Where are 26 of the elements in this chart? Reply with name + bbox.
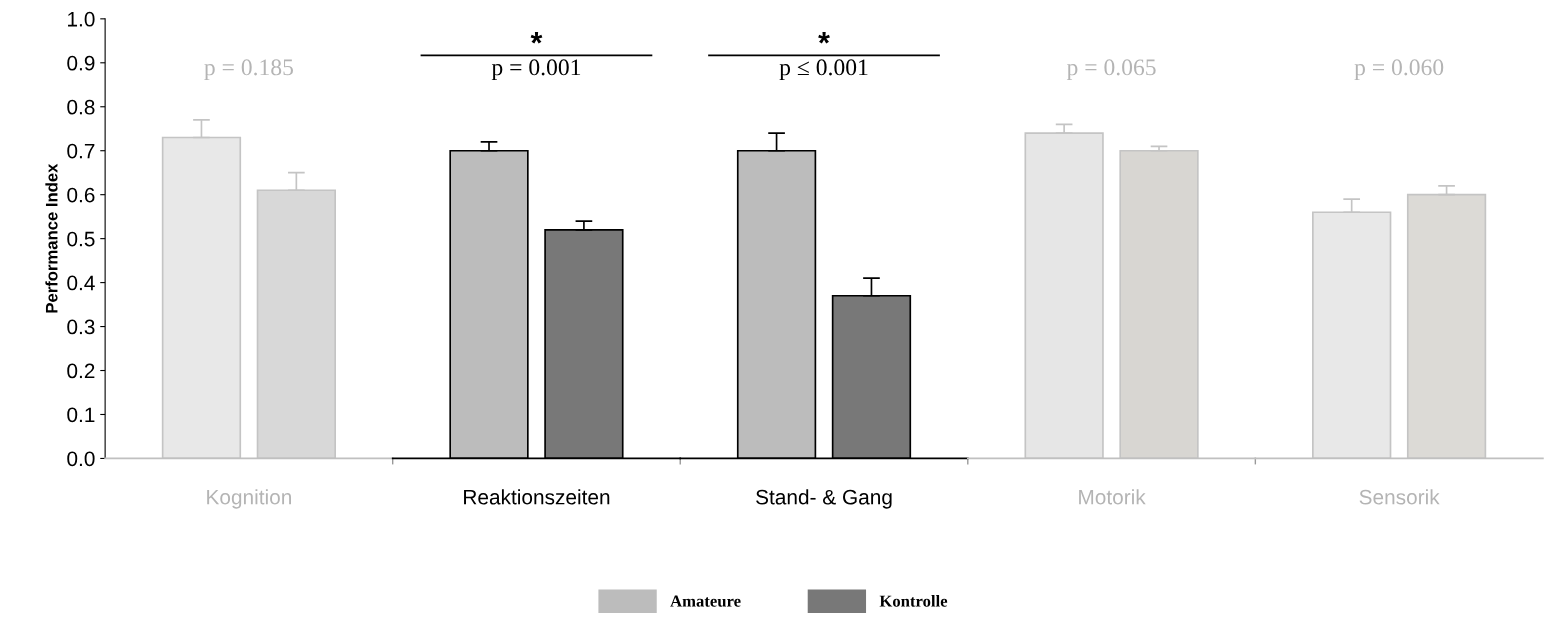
- y-tick-label: 0.5: [67, 231, 95, 247]
- legend-label: Amateure: [670, 595, 741, 607]
- y-tick-label: 0.8: [67, 99, 95, 115]
- y-tick-label: 0.9: [67, 55, 95, 71]
- annotation: p = 0.185: [204, 59, 294, 81]
- annotation: p = 0.060: [1354, 59, 1444, 81]
- legend-label: Kontrolle: [879, 595, 948, 607]
- y-axis-title: Performance Index: [45, 163, 58, 313]
- x-tick-label: Kognition: [207, 489, 291, 509]
- y-tick-label: 0.2: [67, 363, 95, 379]
- y-tick-label: 0.0: [67, 451, 95, 467]
- annotation: *: [530, 32, 543, 44]
- x-tick-label: Sensorik: [1359, 489, 1440, 505]
- x-tick-label: Reaktionszeiten: [464, 489, 610, 505]
- y-tick-label: 0.7: [67, 143, 95, 159]
- y-tick-label: 0.4: [67, 275, 95, 291]
- annotation: p ≤ 0.001: [779, 59, 868, 81]
- y-tick-label: 0.6: [67, 187, 95, 203]
- x-tick-label: Stand- & Gang: [756, 489, 892, 509]
- y-tick-label: 0.3: [67, 319, 95, 335]
- y-tick-label: 0.1: [67, 407, 95, 423]
- annotation: p = 0.065: [1066, 59, 1156, 81]
- annotation: *: [818, 32, 830, 44]
- annotation: p = 0.001: [491, 59, 581, 81]
- y-tick-label: 1.0: [68, 11, 95, 27]
- x-tick-label: Motorik: [1079, 489, 1146, 505]
